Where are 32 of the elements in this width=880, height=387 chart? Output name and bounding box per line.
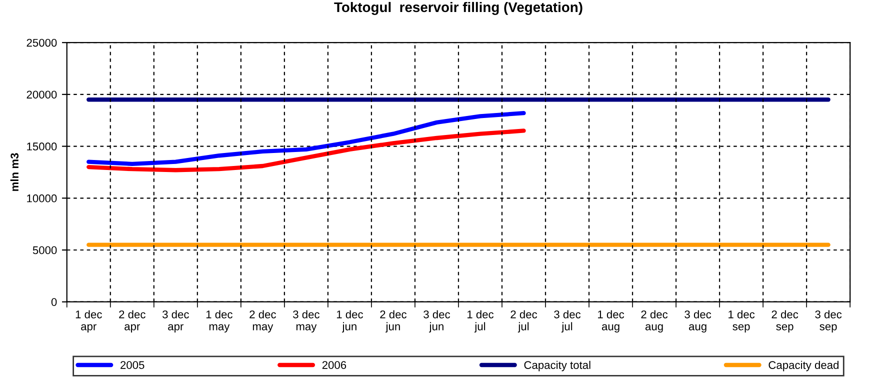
x-tick-label: 1 dec jul bbox=[467, 310, 494, 333]
x-tick-label: 1 dec may bbox=[206, 310, 232, 333]
x-tick-label: 2 dec jul bbox=[510, 310, 538, 333]
line-series bbox=[86, 111, 526, 166]
y-tick-label: 15000 bbox=[27, 142, 57, 150]
x-tick-label: 2 dec aug bbox=[641, 310, 668, 333]
x-tick-label: 1 dec jun bbox=[336, 310, 363, 333]
x-tick-label: 3 dec sep bbox=[815, 310, 842, 333]
y-axis-title: mln m3 bbox=[10, 153, 19, 191]
x-tick-label: 1 dec aug bbox=[598, 310, 624, 333]
line-series bbox=[86, 128, 526, 172]
x-tick-label: 3 dec apr bbox=[162, 310, 189, 333]
x-tick-label: 2 dec jun bbox=[380, 310, 407, 333]
y-tick-label: 0 bbox=[51, 298, 57, 306]
x-tick-label: 1 dec apr bbox=[76, 310, 102, 333]
y-tick-label: 10000 bbox=[27, 194, 57, 202]
x-tick-label: 3 dec jul bbox=[554, 310, 581, 333]
y-tick-label: 5000 bbox=[32, 246, 57, 254]
legend-label: Capacity total bbox=[524, 360, 590, 372]
x-tick-label: 2 dec apr bbox=[119, 310, 146, 333]
x-tick-label: 1 dec sep bbox=[728, 310, 755, 333]
chart-title: Toktogul reservoir filling (Vegetation) bbox=[334, 2, 582, 15]
x-tick-label: 3 dec aug bbox=[684, 310, 712, 333]
legend-label: Capacity dead bbox=[768, 360, 838, 372]
x-tick-label: 3 dec jun bbox=[424, 310, 450, 333]
x-tick-label: 3 dec may bbox=[293, 310, 320, 333]
x-tick-label: 2 dec may bbox=[250, 310, 276, 333]
legend-label: 2006 bbox=[322, 361, 346, 369]
x-tick-label: 2 dec sep bbox=[772, 310, 798, 333]
y-tick-label: 20000 bbox=[26, 90, 57, 99]
legend-label: 2005 bbox=[120, 361, 144, 369]
y-tick-label: 25000 bbox=[26, 38, 57, 47]
